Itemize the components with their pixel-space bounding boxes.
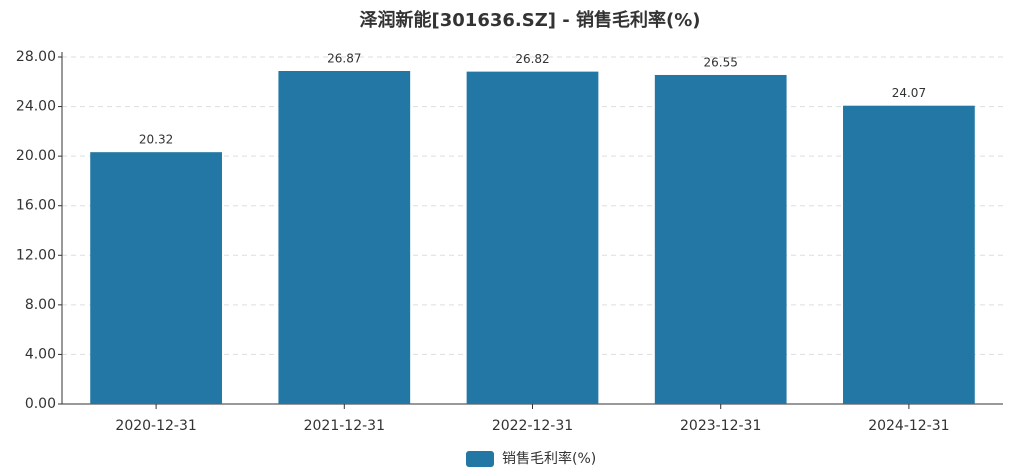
y-tick-label: 20.00 bbox=[16, 148, 56, 164]
value-label: 26.87 bbox=[327, 52, 361, 66]
bar bbox=[654, 74, 787, 405]
y-tick-label: 4.00 bbox=[25, 346, 56, 362]
x-tick-label: 2024-12-31 bbox=[868, 418, 949, 434]
y-tick-label: 12.00 bbox=[16, 247, 56, 263]
x-tick-label: 2022-12-31 bbox=[492, 418, 573, 434]
y-tick-label: 0.00 bbox=[25, 396, 56, 412]
bar bbox=[90, 152, 222, 404]
x-tick-label: 2020-12-31 bbox=[115, 418, 196, 434]
bar bbox=[278, 71, 411, 404]
y-tick-label: 16.00 bbox=[16, 198, 56, 214]
y-tick-label: 24.00 bbox=[16, 99, 56, 115]
value-label: 20.32 bbox=[139, 133, 173, 147]
legend-swatch bbox=[466, 451, 494, 467]
chart-title: 泽润新能[301636.SZ] - 销售毛利率(%) bbox=[360, 9, 701, 31]
x-tick-label: 2023-12-31 bbox=[680, 418, 761, 434]
bar bbox=[466, 71, 599, 405]
y-tick-label: 28.00 bbox=[16, 49, 56, 65]
value-label: 24.07 bbox=[892, 86, 926, 100]
bar bbox=[843, 105, 975, 405]
value-label: 26.82 bbox=[515, 52, 549, 66]
legend-label: 销售毛利率(%) bbox=[502, 450, 596, 467]
x-tick-label: 2021-12-31 bbox=[304, 418, 385, 434]
value-label: 26.55 bbox=[704, 55, 738, 69]
y-tick-label: 8.00 bbox=[25, 297, 56, 313]
